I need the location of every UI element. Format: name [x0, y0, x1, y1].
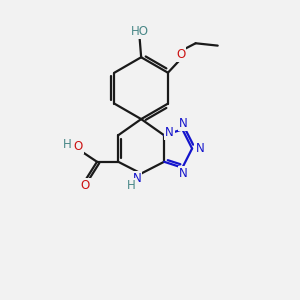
Text: O: O: [74, 140, 83, 153]
Text: N: N: [165, 126, 174, 139]
Text: O: O: [81, 179, 90, 192]
Text: O: O: [176, 48, 185, 61]
Text: H: H: [128, 179, 136, 192]
Text: N: N: [195, 142, 204, 155]
Text: H: H: [63, 138, 72, 151]
Text: N: N: [178, 167, 188, 180]
Text: N: N: [178, 117, 188, 130]
Text: HO: HO: [131, 25, 149, 38]
Text: N: N: [132, 172, 141, 185]
